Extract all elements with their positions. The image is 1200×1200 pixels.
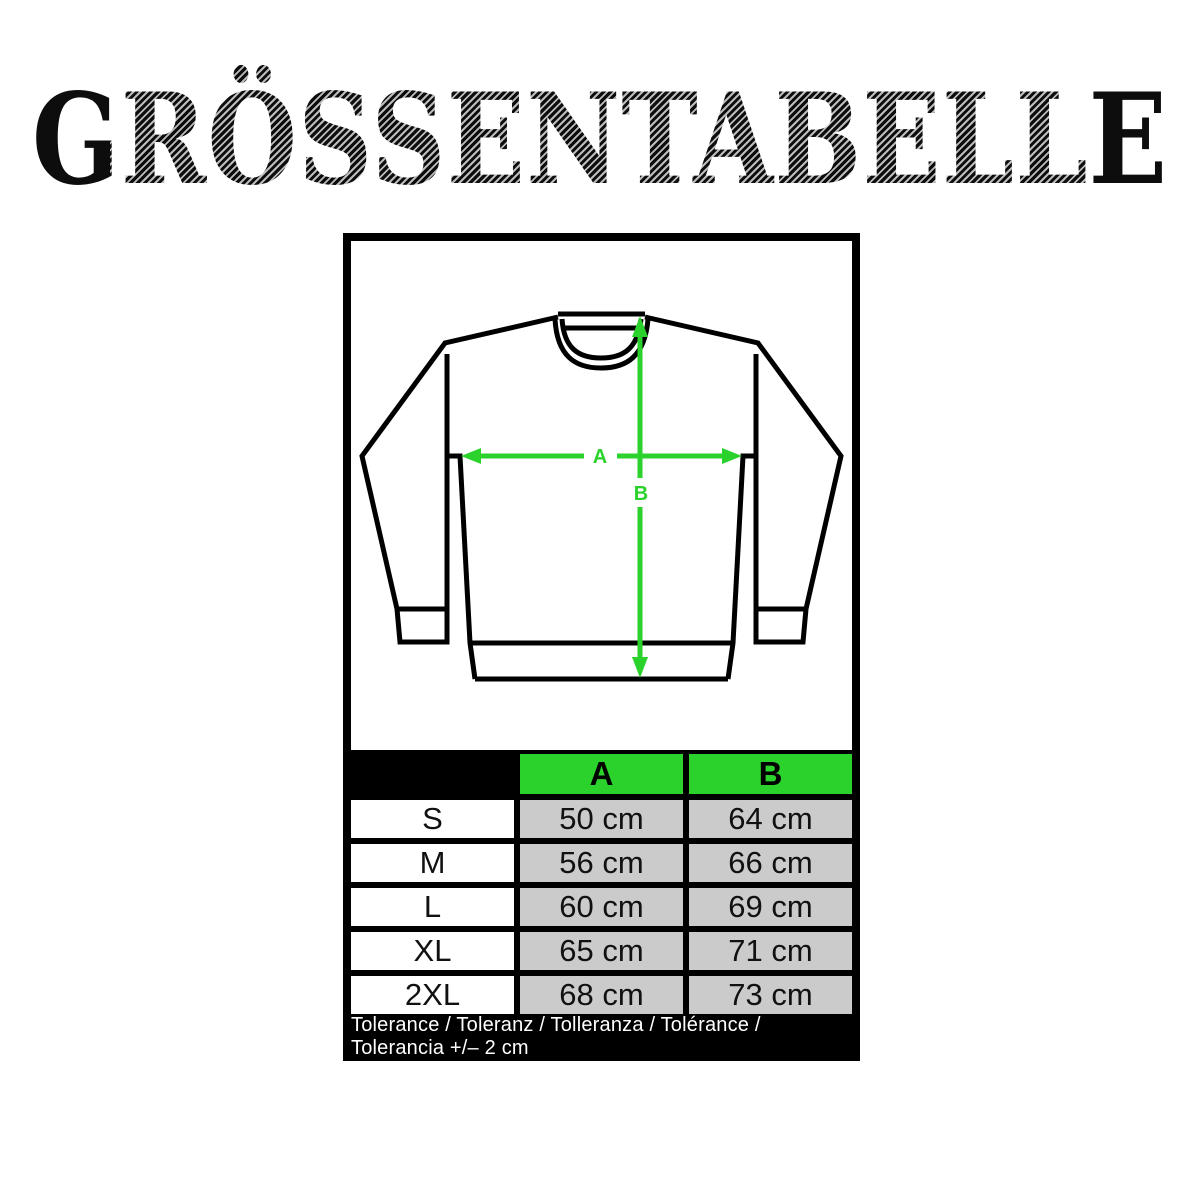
page-title: GRÖSSENTABELLE bbox=[0, 66, 1200, 214]
tolerance-footer: Tolerance / Toleranz / Tolleranza / Tolé… bbox=[351, 1014, 852, 1059]
size-cell: S bbox=[351, 800, 514, 838]
size-cell: M bbox=[351, 844, 514, 882]
value-b-cell: 66 cm bbox=[689, 844, 852, 882]
size-chart-panel: A B A B S 50 cm 64 cm M 56 cm 66 cm L 60… bbox=[343, 233, 860, 1061]
table-row-l: L 60 cm 69 cm bbox=[351, 888, 852, 926]
diagram-label-a: A bbox=[593, 446, 607, 468]
value-b-cell: 64 cm bbox=[689, 800, 852, 838]
size-cell: L bbox=[351, 888, 514, 926]
table-header-row: A B bbox=[351, 754, 852, 794]
page-title-text: GRÖSSENTABELLE bbox=[31, 66, 1169, 214]
value-a-cell: 50 cm bbox=[520, 800, 683, 838]
arrow-b-heads bbox=[632, 316, 648, 678]
table-row-xl: XL 65 cm 71 cm bbox=[351, 932, 852, 970]
value-b-cell: 71 cm bbox=[689, 932, 852, 970]
arrow-a-heads bbox=[461, 448, 742, 464]
diagram-label-b: B bbox=[634, 483, 648, 505]
size-table: A B S 50 cm 64 cm M 56 cm 66 cm L 60 cm … bbox=[351, 750, 852, 1059]
size-cell: 2XL bbox=[351, 976, 514, 1014]
table-row-s: S 50 cm 64 cm bbox=[351, 800, 852, 838]
value-a-cell: 60 cm bbox=[520, 888, 683, 926]
measurement-arrows: A B bbox=[461, 316, 742, 678]
value-a-cell: 68 cm bbox=[520, 976, 683, 1014]
table-row-m: M 56 cm 66 cm bbox=[351, 844, 852, 882]
header-col-a: A bbox=[520, 754, 683, 794]
crewneck-sweater-outline-icon bbox=[359, 311, 844, 682]
value-b-cell: 73 cm bbox=[689, 976, 852, 1014]
value-a-cell: 56 cm bbox=[520, 844, 683, 882]
table-row-2xl: 2XL 68 cm 73 cm bbox=[351, 976, 852, 1014]
sweater-measurement-diagram: A B bbox=[359, 311, 844, 682]
header-col-b: B bbox=[689, 754, 852, 794]
header-size-cell bbox=[351, 754, 514, 794]
value-b-cell: 69 cm bbox=[689, 888, 852, 926]
value-a-cell: 65 cm bbox=[520, 932, 683, 970]
size-cell: XL bbox=[351, 932, 514, 970]
